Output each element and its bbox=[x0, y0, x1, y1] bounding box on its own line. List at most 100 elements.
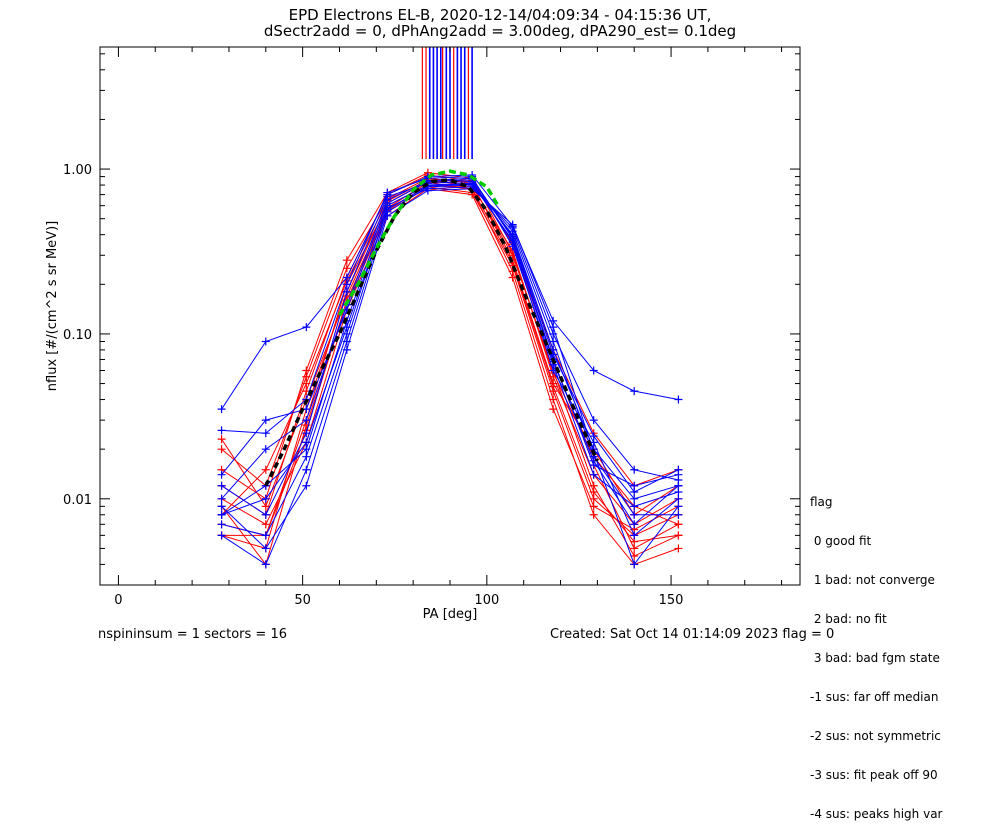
series-point bbox=[674, 494, 683, 503]
series-point bbox=[261, 520, 270, 529]
series-point bbox=[217, 494, 226, 503]
series-point bbox=[589, 487, 598, 496]
series-point bbox=[302, 366, 311, 375]
series-point bbox=[302, 379, 311, 388]
series-point bbox=[261, 510, 270, 519]
series-point bbox=[261, 494, 270, 503]
series-point bbox=[674, 531, 683, 540]
series-point bbox=[589, 432, 598, 441]
series-point bbox=[261, 502, 270, 511]
x-tick-label: 150 bbox=[659, 593, 684, 608]
series-point bbox=[589, 366, 598, 375]
series-point bbox=[674, 502, 683, 511]
legend-item: -4 sus: peaks high var bbox=[810, 807, 943, 821]
series-line bbox=[221, 183, 679, 526]
y-tick-label: 1.00 bbox=[63, 163, 92, 178]
series-point bbox=[217, 531, 226, 540]
series-line bbox=[221, 186, 679, 536]
footer-spin-info: nspininsum = 1 sectors = 16 bbox=[98, 627, 287, 642]
series-point bbox=[342, 323, 351, 332]
legend-item: 3 bad: bad fgm state bbox=[810, 651, 940, 665]
series-point bbox=[674, 520, 683, 529]
series-point bbox=[508, 273, 517, 282]
legend-item: -2 sus: not symmetric bbox=[810, 729, 941, 743]
series-point bbox=[630, 387, 639, 396]
footer-created: Created: Sat Oct 14 01:14:09 2023 flag =… bbox=[550, 627, 835, 642]
series-line bbox=[221, 174, 679, 410]
series-point bbox=[468, 180, 477, 189]
series-point bbox=[674, 544, 683, 553]
flag-legend: flag 0 good fit 1 bad: not converge 2 ba… bbox=[810, 470, 942, 834]
y-axis-label: nflux [#/(cm^2 s sr MeV)] bbox=[45, 221, 60, 391]
series-point bbox=[217, 405, 226, 414]
series-point bbox=[674, 510, 683, 519]
series-point bbox=[342, 273, 351, 282]
series-point bbox=[630, 487, 639, 496]
fit-curve bbox=[337, 169, 500, 316]
series-point bbox=[630, 544, 639, 553]
series-line bbox=[221, 174, 679, 550]
legend-item: -3 sus: fit peak off 90 bbox=[810, 768, 938, 782]
series-point bbox=[217, 470, 226, 479]
series-line bbox=[221, 184, 679, 566]
series-point bbox=[549, 382, 558, 391]
series-point bbox=[217, 481, 226, 490]
legend-title: flag bbox=[810, 495, 833, 509]
series-point bbox=[589, 470, 598, 479]
series-point bbox=[630, 494, 639, 503]
series-line bbox=[221, 184, 679, 536]
series-point bbox=[674, 481, 683, 490]
x-axis-label: PA [deg] bbox=[423, 607, 478, 622]
series-point bbox=[589, 510, 598, 519]
series-point bbox=[261, 544, 270, 553]
series-point bbox=[383, 190, 392, 199]
series-point bbox=[342, 256, 351, 265]
series-point bbox=[302, 452, 311, 461]
series-point bbox=[217, 445, 226, 454]
series-point bbox=[630, 560, 639, 569]
y-tick-label: 0.01 bbox=[63, 493, 92, 508]
legend-item: 0 good fit bbox=[810, 534, 872, 548]
legend-item: 2 bad: no fit bbox=[810, 612, 887, 626]
series-line bbox=[221, 180, 679, 537]
series-point bbox=[508, 236, 517, 245]
series-point bbox=[342, 280, 351, 289]
series-line bbox=[221, 176, 679, 507]
series-point bbox=[217, 426, 226, 435]
legend-item: 1 bad: not converge bbox=[810, 573, 935, 587]
series-point bbox=[261, 416, 270, 425]
chart-title-line1: EPD Electrons EL-B, 2020-12-14/04:09:34 … bbox=[288, 6, 712, 24]
series-point bbox=[674, 465, 683, 474]
series-point bbox=[630, 465, 639, 474]
series-point bbox=[302, 416, 311, 425]
series-point bbox=[508, 222, 517, 231]
series-point bbox=[217, 502, 226, 511]
x-tick-label: 50 bbox=[294, 593, 311, 608]
series-point bbox=[261, 337, 270, 346]
series-point bbox=[261, 560, 270, 569]
series-point bbox=[261, 445, 270, 454]
series-point bbox=[630, 510, 639, 519]
series-point bbox=[302, 465, 311, 474]
series-point bbox=[630, 520, 639, 529]
series-point bbox=[589, 416, 598, 425]
series-point bbox=[302, 438, 311, 447]
series-point bbox=[549, 316, 558, 325]
series-point bbox=[589, 502, 598, 511]
series-point bbox=[630, 531, 639, 540]
series-point bbox=[342, 345, 351, 354]
series-point bbox=[630, 502, 639, 511]
legend-item: -1 sus: far off median bbox=[810, 690, 939, 704]
series-line bbox=[221, 188, 679, 531]
series-point bbox=[302, 323, 311, 332]
series-line bbox=[221, 177, 679, 500]
x-tick-label: 100 bbox=[474, 593, 499, 608]
series-point bbox=[261, 429, 270, 438]
chart-plot-area: 0 50 100 150 0.01 0.10 1.00 PA [deg] nflux [#/(c… bbox=[45, 46, 801, 622]
series-point bbox=[217, 520, 226, 529]
series-point bbox=[217, 510, 226, 519]
series-point bbox=[261, 531, 270, 540]
series-point bbox=[302, 481, 311, 490]
series-point bbox=[549, 337, 558, 346]
series-line bbox=[221, 180, 679, 557]
